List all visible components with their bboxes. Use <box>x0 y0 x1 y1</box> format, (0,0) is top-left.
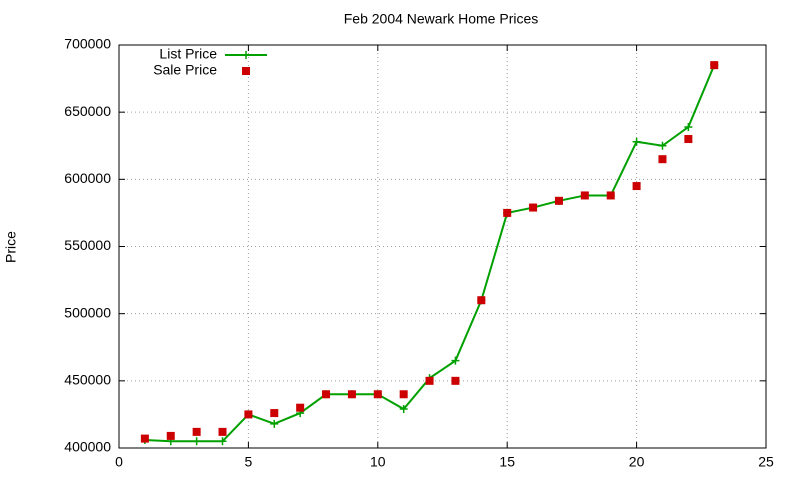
point <box>347 390 356 399</box>
point <box>218 427 227 436</box>
y-tick-label: 600000 <box>64 170 111 186</box>
point <box>451 356 460 365</box>
point <box>192 427 201 436</box>
x-tick-label: 25 <box>758 454 774 470</box>
point <box>710 61 719 70</box>
point <box>580 191 589 200</box>
point <box>658 155 667 164</box>
point <box>244 410 253 419</box>
point <box>529 203 538 212</box>
point <box>322 390 331 399</box>
x-tick-label: 15 <box>499 454 515 470</box>
point <box>166 431 175 440</box>
y-tick-label: 500000 <box>64 304 111 320</box>
point <box>140 434 149 443</box>
point <box>296 403 305 412</box>
point <box>632 137 641 146</box>
point <box>658 141 667 150</box>
point <box>270 419 279 428</box>
point <box>373 390 382 399</box>
y-tick-label: 550000 <box>64 237 111 253</box>
x-tick-label: 5 <box>245 454 253 470</box>
x-tick-label: 10 <box>370 454 386 470</box>
x-tick-label: 20 <box>629 454 645 470</box>
x-tick-label: 0 <box>115 454 123 470</box>
point <box>632 182 641 191</box>
legend-label: List Price <box>159 46 217 62</box>
legend-label: Sale Price <box>153 62 217 78</box>
legend-marker <box>242 51 250 59</box>
point <box>684 135 693 144</box>
plot-border <box>118 44 767 449</box>
legend-marker <box>242 67 250 75</box>
point <box>477 296 486 305</box>
point <box>684 122 693 131</box>
point <box>399 405 408 414</box>
point <box>503 208 512 217</box>
y-tick-label: 450000 <box>64 372 111 388</box>
point <box>425 376 434 385</box>
point <box>218 437 227 446</box>
y-tick-label: 650000 <box>64 103 111 119</box>
series-line <box>144 64 716 443</box>
point <box>606 191 615 200</box>
point <box>399 390 408 399</box>
y-tick-label: 400000 <box>64 439 111 455</box>
y-tick-label: 700000 <box>64 36 111 52</box>
y-axis-label: Price <box>3 231 19 263</box>
point <box>192 437 201 446</box>
point <box>554 196 563 205</box>
chart-title: Feb 2004 Newark Home Prices <box>344 11 539 27</box>
point <box>451 376 460 385</box>
point <box>270 409 279 418</box>
